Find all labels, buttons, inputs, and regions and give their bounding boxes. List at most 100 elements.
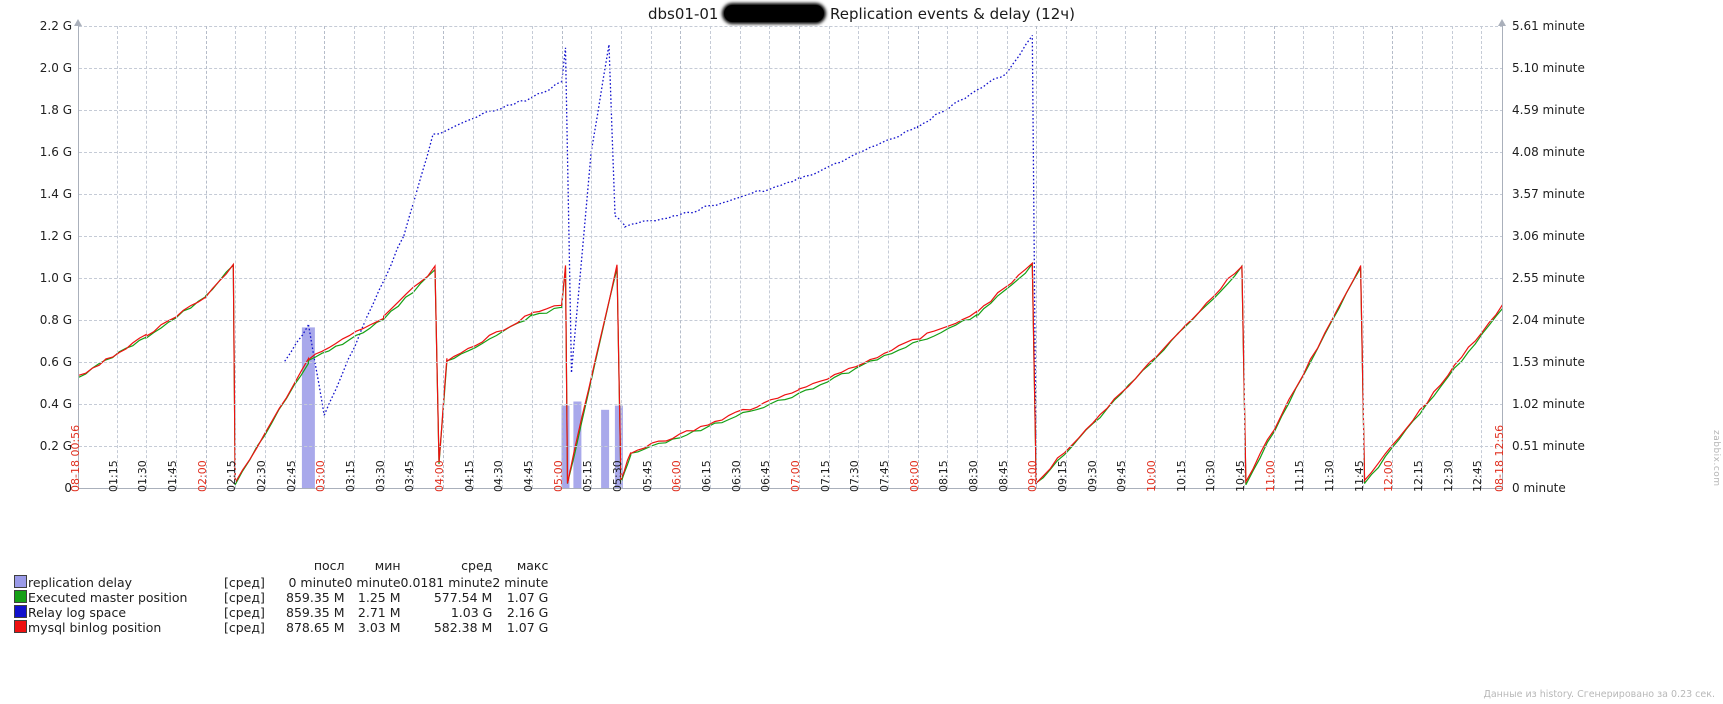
series-line <box>79 261 1503 485</box>
vertical-gridline <box>1451 26 1453 488</box>
swatch-icon <box>14 575 27 588</box>
x-axis-tick: 08:15 <box>937 460 951 492</box>
legend-value-avg: 1.03 G <box>450 605 493 620</box>
y-axis-right-tick: 5.61 minute <box>1512 19 1585 33</box>
series-line <box>323 47 573 416</box>
legend-series-name: Executed master position <box>28 590 188 605</box>
vertical-gridline <box>739 26 741 488</box>
legend-color-swatch <box>14 620 28 635</box>
x-axis-tick: 06:45 <box>759 460 773 492</box>
vertical-gridline <box>353 26 355 488</box>
swatch-icon <box>14 605 27 618</box>
x-axis-tick: 04:00 <box>432 460 446 492</box>
y-axis-left-tick: 2.2 G <box>39 19 72 33</box>
y-axis-left-tick: 1.2 G <box>39 229 72 243</box>
y-axis-right-tick: 2.04 minute <box>1512 313 1585 327</box>
x-axis-tick: 04:30 <box>492 460 506 492</box>
legend-value-max: 2.16 G <box>506 605 549 620</box>
x-axis-tick: 03:45 <box>403 460 417 492</box>
legend-aggregation: [сред] <box>224 620 265 635</box>
series-line <box>614 214 681 228</box>
series-line <box>570 44 616 372</box>
x-axis-tick: 12:30 <box>1441 460 1455 492</box>
vertical-gridline <box>1214 26 1216 488</box>
legend-col-last: посл <box>313 558 345 573</box>
chart-series-layer <box>79 35 1503 488</box>
chart-right-border <box>1502 26 1503 489</box>
vertical-gridline <box>1154 26 1156 488</box>
vertical-gridline <box>1095 26 1097 488</box>
legend-color-swatch <box>14 590 28 605</box>
vertical-gridline <box>324 26 326 488</box>
vertical-gridline <box>1006 26 1008 488</box>
swatch-icon <box>14 590 27 603</box>
horizontal-gridline <box>79 404 1503 405</box>
x-axis-tick: 10:30 <box>1204 460 1218 492</box>
x-axis-tick: 03:30 <box>373 460 387 492</box>
y-axis-right-tick: 0.51 minute <box>1512 439 1585 453</box>
x-axis-tick: 06:30 <box>729 460 743 492</box>
zabbix-watermark: zabbix.com <box>1711 430 1721 487</box>
vertical-gridline <box>1392 26 1394 488</box>
vertical-gridline <box>413 26 415 488</box>
legend-value-last: 0 minute <box>288 575 345 590</box>
x-axis-tick: 11:45 <box>1352 460 1366 492</box>
y-axis-arrow-right <box>1498 19 1506 26</box>
x-axis-tick: 07:30 <box>848 460 862 492</box>
horizontal-gridline <box>79 152 1503 153</box>
y-axis-left-tick: 0.4 G <box>39 397 72 411</box>
legend-series-name: Relay log space <box>28 605 127 620</box>
x-axis-tick: 05:00 <box>551 460 565 492</box>
y-axis-arrow-left <box>74 19 82 26</box>
legend-color-swatch <box>14 605 28 620</box>
vertical-gridline <box>1065 26 1067 488</box>
x-axis-tick: 01:15 <box>106 460 120 492</box>
redaction-bar <box>724 5 825 22</box>
chart-plot-area[interactable] <box>78 26 1503 489</box>
vertical-gridline <box>472 26 474 488</box>
x-axis-tick: 08-18 00:56 <box>69 424 82 492</box>
x-axis-tick: 10:15 <box>1174 460 1188 492</box>
legend-aggregation: [сред] <box>224 575 265 590</box>
legend-value-last: 859.35 M <box>286 605 345 620</box>
x-axis-tick: 05:45 <box>640 460 654 492</box>
vertical-gridline <box>887 26 889 488</box>
y-axis-right: 5.61 minute 5.10 minute 4.59 minute 4.08 mi… <box>1512 19 1632 495</box>
horizontal-gridline <box>79 362 1503 363</box>
x-axis-tick: 03:00 <box>314 460 328 492</box>
vertical-gridline <box>680 26 682 488</box>
legend-value-min: 0 minute <box>344 575 401 590</box>
x-axis-tick: 04:45 <box>521 460 535 492</box>
vertical-gridline <box>798 26 800 488</box>
x-axis-tick: 07:00 <box>788 460 802 492</box>
legend-series-name: mysql binlog position <box>28 620 162 635</box>
legend-row[interactable]: replication delay [сред] 0 minute 0 minute 0… <box>14 575 548 590</box>
vertical-gridline <box>205 26 207 488</box>
vertical-gridline <box>531 26 533 488</box>
vertical-gridline <box>1125 26 1127 488</box>
legend-row[interactable]: Executed master position [сред] 859.35 M 1.… <box>14 590 548 605</box>
replication-delay-bar <box>301 327 315 488</box>
horizontal-gridline <box>79 278 1503 279</box>
vertical-gridline <box>947 26 949 488</box>
legend-value-last: 859.35 M <box>286 590 345 605</box>
legend-value-min: 3.03 M <box>357 620 401 635</box>
vertical-gridline <box>442 26 444 488</box>
graph-title-prefix: dbs01-01 <box>648 5 719 23</box>
legend-row[interactable]: mysql binlog position [сред] 878.65 M 3.03 … <box>14 620 548 635</box>
legend-col-avg: сред <box>461 558 493 573</box>
legend-value-max: 1.07 G <box>506 590 549 605</box>
y-axis-left-tick: 0.2 G <box>39 439 72 453</box>
vertical-gridline <box>175 26 177 488</box>
legend-col-max: макс <box>516 558 549 573</box>
vertical-gridline <box>620 26 622 488</box>
legend-value-avg: 582.38 M <box>433 620 493 635</box>
vertical-gridline <box>383 26 385 488</box>
y-axis-right-tick: 1.02 minute <box>1512 397 1585 411</box>
y-axis-left: 2.2 G 2.0 G 1.8 G 1.6 G 1.4 G 1.2 G 1.0 G 0.8 G… <box>0 19 72 495</box>
vertical-gridline <box>264 26 266 488</box>
x-axis-tick: 12:00 <box>1382 460 1396 492</box>
x-axis-tick: 08-18 12:56 <box>1493 424 1506 492</box>
y-axis-left-tick: 2.0 G <box>39 61 72 75</box>
legend-row[interactable]: Relay log space [сред] 859.35 M 2.71 M 1.03 … <box>14 605 548 620</box>
